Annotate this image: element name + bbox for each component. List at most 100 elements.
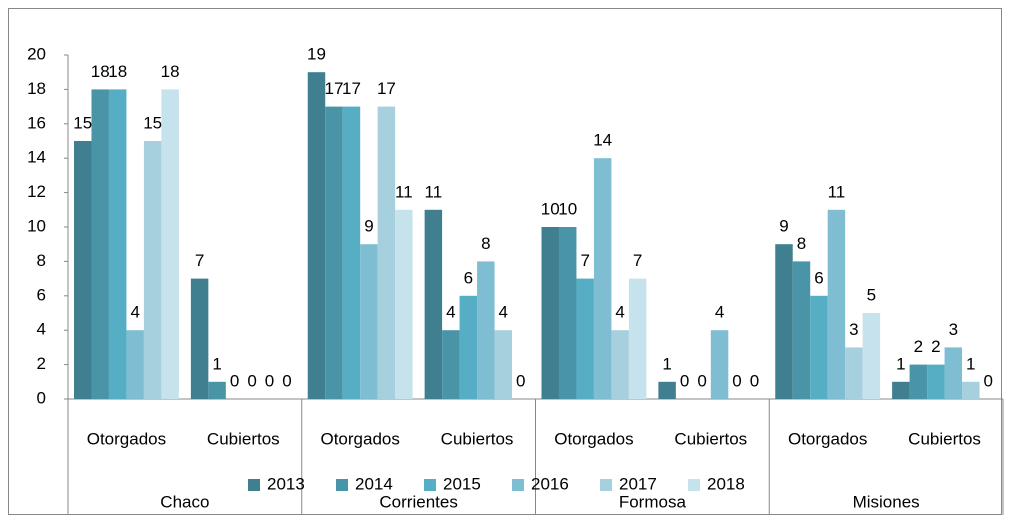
legend-swatch [424,479,436,491]
value-label: 17 [377,79,396,98]
bar [494,330,513,399]
bar [395,209,413,399]
value-label: 4 [130,303,139,322]
legend-label: 2018 [707,474,745,493]
legend-swatch [336,479,348,491]
value-label: 8 [481,234,490,253]
bar [459,295,478,399]
value-label: 4 [715,303,724,322]
y-tick-label: 4 [37,320,46,339]
x-tick-label: Otorgados [788,429,867,448]
bar [558,227,577,399]
value-label: 15 [143,113,162,132]
bar [108,89,127,400]
bar [208,381,226,399]
bar [944,347,963,399]
bar [126,330,144,399]
value-label: 4 [615,303,624,322]
value-label: 17 [325,79,344,98]
value-label: 3 [849,320,858,339]
group-label: Corrientes [379,492,457,511]
bar [909,364,928,399]
value-label: 0 [984,371,993,390]
value-label: 17 [342,79,361,98]
value-label: 15 [73,113,92,132]
y-tick-label: 12 [27,182,46,201]
y-tick-label: 2 [37,354,46,373]
value-label: 0 [265,371,274,390]
value-label: 4 [446,303,455,322]
value-label: 1 [896,354,905,373]
value-label: 10 [558,199,577,218]
x-tick-label: Cubiertos [674,429,747,448]
x-tick-label: Otorgados [87,429,166,448]
value-label: 0 [247,371,256,390]
bar [576,278,594,399]
value-label: 1 [212,354,221,373]
bar [710,330,729,399]
value-label: 5 [867,285,876,304]
value-label: 7 [633,251,642,270]
value-label: 6 [814,268,823,287]
legend-swatch [512,479,524,491]
bar [892,381,910,399]
value-label: 9 [779,217,788,236]
y-tick-label: 14 [27,148,46,167]
x-tick-label: Cubiertos [441,429,514,448]
value-label: 0 [680,371,689,390]
value-label: 7 [580,251,589,270]
bar [91,89,109,400]
value-label: 10 [541,199,560,218]
bar [190,278,209,399]
bar [477,261,495,399]
legend-label: 2014 [355,474,393,493]
bar [424,209,443,399]
legend-swatch [248,479,260,491]
y-tick-label: 18 [27,79,46,98]
x-tick-label: Otorgados [554,429,633,448]
value-label: 11 [395,182,413,201]
group-label: Misiones [853,492,920,511]
group-label: Formosa [619,492,687,511]
bar [792,261,811,399]
value-label: 0 [697,371,706,390]
value-label: 2 [914,337,923,356]
legend-label: 2013 [267,474,305,493]
bar [827,209,846,399]
value-label: 9 [364,217,373,236]
value-label: 3 [949,320,958,339]
value-label: 6 [464,268,473,287]
bar [658,381,676,399]
value-label: 0 [516,371,525,390]
y-tick-label: 16 [27,113,46,132]
bar [962,381,980,399]
bar [927,364,945,399]
chart-border [8,8,1002,515]
legend-swatch [688,479,700,491]
legend-label: 2017 [619,474,657,493]
value-label: 14 [593,131,612,150]
value-label: 11 [828,182,846,201]
bar [541,227,559,399]
value-label: 19 [307,45,326,64]
value-label: 0 [732,371,741,390]
y-tick-label: 8 [37,251,46,270]
value-label: 1 [966,354,975,373]
bar [342,106,361,399]
bar [845,347,863,399]
bar [161,89,179,400]
x-tick-label: Otorgados [320,429,399,448]
value-label: 7 [195,251,204,270]
value-label: 0 [230,371,239,390]
legend-label: 2015 [443,474,481,493]
value-label: 18 [91,62,110,81]
bar [593,158,612,399]
value-label: 4 [499,303,508,322]
bar [775,244,793,399]
bar [611,330,629,399]
value-label: 8 [797,234,806,253]
value-label: 18 [161,62,180,81]
bar [442,330,460,399]
bar [307,72,326,399]
